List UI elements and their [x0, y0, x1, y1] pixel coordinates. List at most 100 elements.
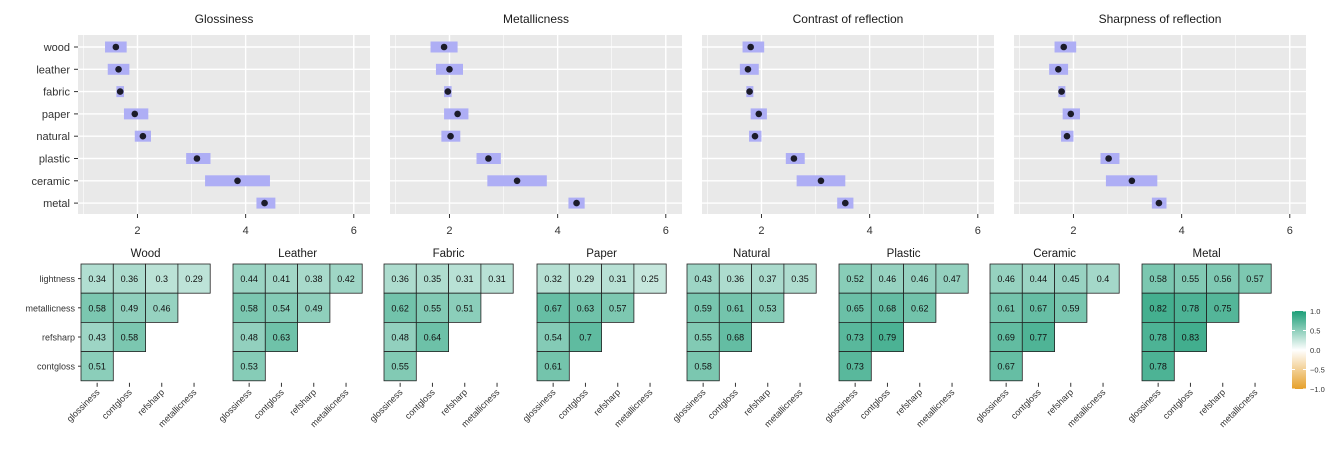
heatmap-column-label: glossiness — [65, 387, 102, 424]
panel-title: Contrast of reflection — [793, 12, 904, 26]
heatmap-cell — [838, 351, 872, 382]
panel-background — [702, 35, 994, 214]
cell-value-label: 0.61 — [727, 303, 745, 313]
heatmap-metal: Metal 0.58 0.55 0.56 0.57 0.82 0.78 0.75 0.78 0.8… — [1126, 248, 1272, 429]
panel-metallicness: Metallicness 2 4 6 — [390, 12, 682, 237]
x-tick-label: 2 — [134, 225, 140, 237]
heatmap-title: Fabric — [433, 248, 465, 260]
mean-point — [1058, 88, 1065, 95]
heatmap-cell — [80, 263, 114, 294]
heatmap-cell — [1141, 263, 1175, 294]
heatmap-cell — [145, 263, 179, 294]
heatmap-cell — [536, 321, 570, 352]
cell-value-label: 0.34 — [88, 274, 106, 284]
cell-value-label: 0.77 — [1030, 333, 1048, 343]
cell-value-label: 0.52 — [846, 274, 864, 284]
mean-point — [1063, 132, 1071, 140]
cell-value-label: 0.29 — [185, 274, 203, 284]
heatmap-column-label: refsharp — [1045, 387, 1075, 417]
cell-value-label: 0.48 — [391, 333, 409, 343]
x-tick-label: 2 — [446, 225, 452, 237]
cell-value-label: 0.55 — [1182, 274, 1200, 284]
cell-value-label: 0.58 — [1149, 274, 1167, 284]
heatmap-cell — [903, 263, 937, 294]
cell-value-label: 0.44 — [240, 274, 258, 284]
panel-background — [1014, 35, 1306, 214]
panel-title: Metallicness — [503, 12, 569, 26]
cell-value-label: 0.48 — [240, 333, 258, 343]
cell-value-label: 0.83 — [1182, 333, 1200, 343]
mean-point — [485, 155, 492, 162]
cell-value-label: 0.57 — [609, 303, 627, 313]
heatmap-column-label: contgloss — [1161, 387, 1195, 421]
heatmap-column-label: glossiness — [974, 387, 1011, 424]
cell-value-label: 0.47 — [943, 274, 961, 284]
cell-value-label: 0.55 — [391, 362, 409, 372]
x-tick-label: 6 — [663, 225, 669, 237]
mean-point — [1067, 110, 1075, 118]
cell-value-label: 0.78 — [1149, 362, 1167, 372]
heatmap-cell — [838, 321, 872, 352]
cell-value-label: 0.29 — [577, 274, 595, 284]
cell-value-label: 0.25 — [641, 274, 659, 284]
heatmap-column-label: glossiness — [823, 387, 860, 424]
heatmap-column-label: refsharp — [136, 387, 166, 417]
heatmap-cell — [264, 292, 298, 323]
heatmap-cell — [297, 292, 331, 323]
cell-value-label: 0.64 — [424, 333, 442, 343]
heatmap-row-label: contgloss — [37, 362, 76, 372]
colorbar-tick-label: 1.0 — [1310, 307, 1320, 316]
cell-value-label: 0.59 — [1062, 303, 1080, 313]
cell-value-label: 0.36 — [391, 274, 409, 284]
cell-value-label: 0.35 — [791, 274, 809, 284]
heatmap-cell — [989, 263, 1023, 294]
cell-value-label: 0.44 — [1030, 274, 1048, 284]
cell-value-label: 0.67 — [997, 362, 1015, 372]
y-category-label: leather — [36, 64, 70, 76]
heatmap-cell — [1054, 292, 1088, 323]
heatmap-cell — [870, 292, 904, 323]
heatmap-row-label: lightness — [39, 274, 75, 284]
cell-value-label: 0.3 — [155, 274, 168, 284]
x-tick-label: 2 — [1070, 225, 1076, 237]
heatmap-cell — [80, 321, 114, 352]
heatmap-cell — [718, 321, 752, 352]
panel-title: Glossiness — [195, 12, 254, 26]
heatmap-column-label: contgloss — [252, 387, 286, 421]
cell-value-label: 0.54 — [544, 333, 562, 343]
cell-value-label: 0.37 — [759, 274, 777, 284]
heatmap-column-label: contgloss — [403, 387, 437, 421]
cell-value-label: 0.67 — [544, 303, 562, 313]
heatmap-plastic: Plastic 0.52 0.46 0.46 0.47 0.65 0.68 0.62 0.73 0… — [823, 248, 969, 429]
cell-value-label: 0.46 — [153, 303, 171, 313]
heatmap-cell — [80, 351, 114, 382]
heatmap-cell — [383, 351, 417, 382]
heatmap-natural: Natural 0.43 0.36 0.37 0.35 0.59 0.61 0.53 0.55 0… — [671, 248, 817, 429]
mean-point — [1155, 199, 1163, 207]
heatmap-cell — [145, 292, 179, 323]
cell-value-label: 0.63 — [577, 303, 595, 313]
heatmap-cell — [686, 351, 720, 382]
colorbar-tick-label: −0.5 — [1310, 366, 1325, 375]
cell-value-label: 0.55 — [424, 303, 442, 313]
mean-point — [193, 155, 201, 162]
heatmap-cell — [838, 292, 872, 323]
heatmap-cell — [264, 321, 298, 352]
mean-point — [744, 66, 752, 73]
heatmap-cell — [989, 351, 1023, 382]
heatmap-cell — [415, 321, 449, 352]
panel-background — [78, 35, 370, 214]
mean-point — [1055, 66, 1062, 73]
heatmap-cell — [177, 263, 211, 294]
heatmap-title: Leather — [278, 248, 317, 260]
heatmap-row-label: metallicness — [25, 303, 75, 313]
heatmap-column-label: refsharp — [742, 387, 772, 417]
heatmap-column-label: glossiness — [521, 387, 558, 424]
cell-value-label: 0.32 — [544, 274, 562, 284]
mean-point — [790, 155, 798, 162]
heatmap-cell — [415, 292, 449, 323]
heatmap-title: Paper — [586, 248, 617, 260]
cell-value-label: 0.43 — [694, 274, 712, 284]
cell-value-label: 0.53 — [759, 303, 777, 313]
heatmap-column-label: glossiness — [1126, 387, 1163, 424]
